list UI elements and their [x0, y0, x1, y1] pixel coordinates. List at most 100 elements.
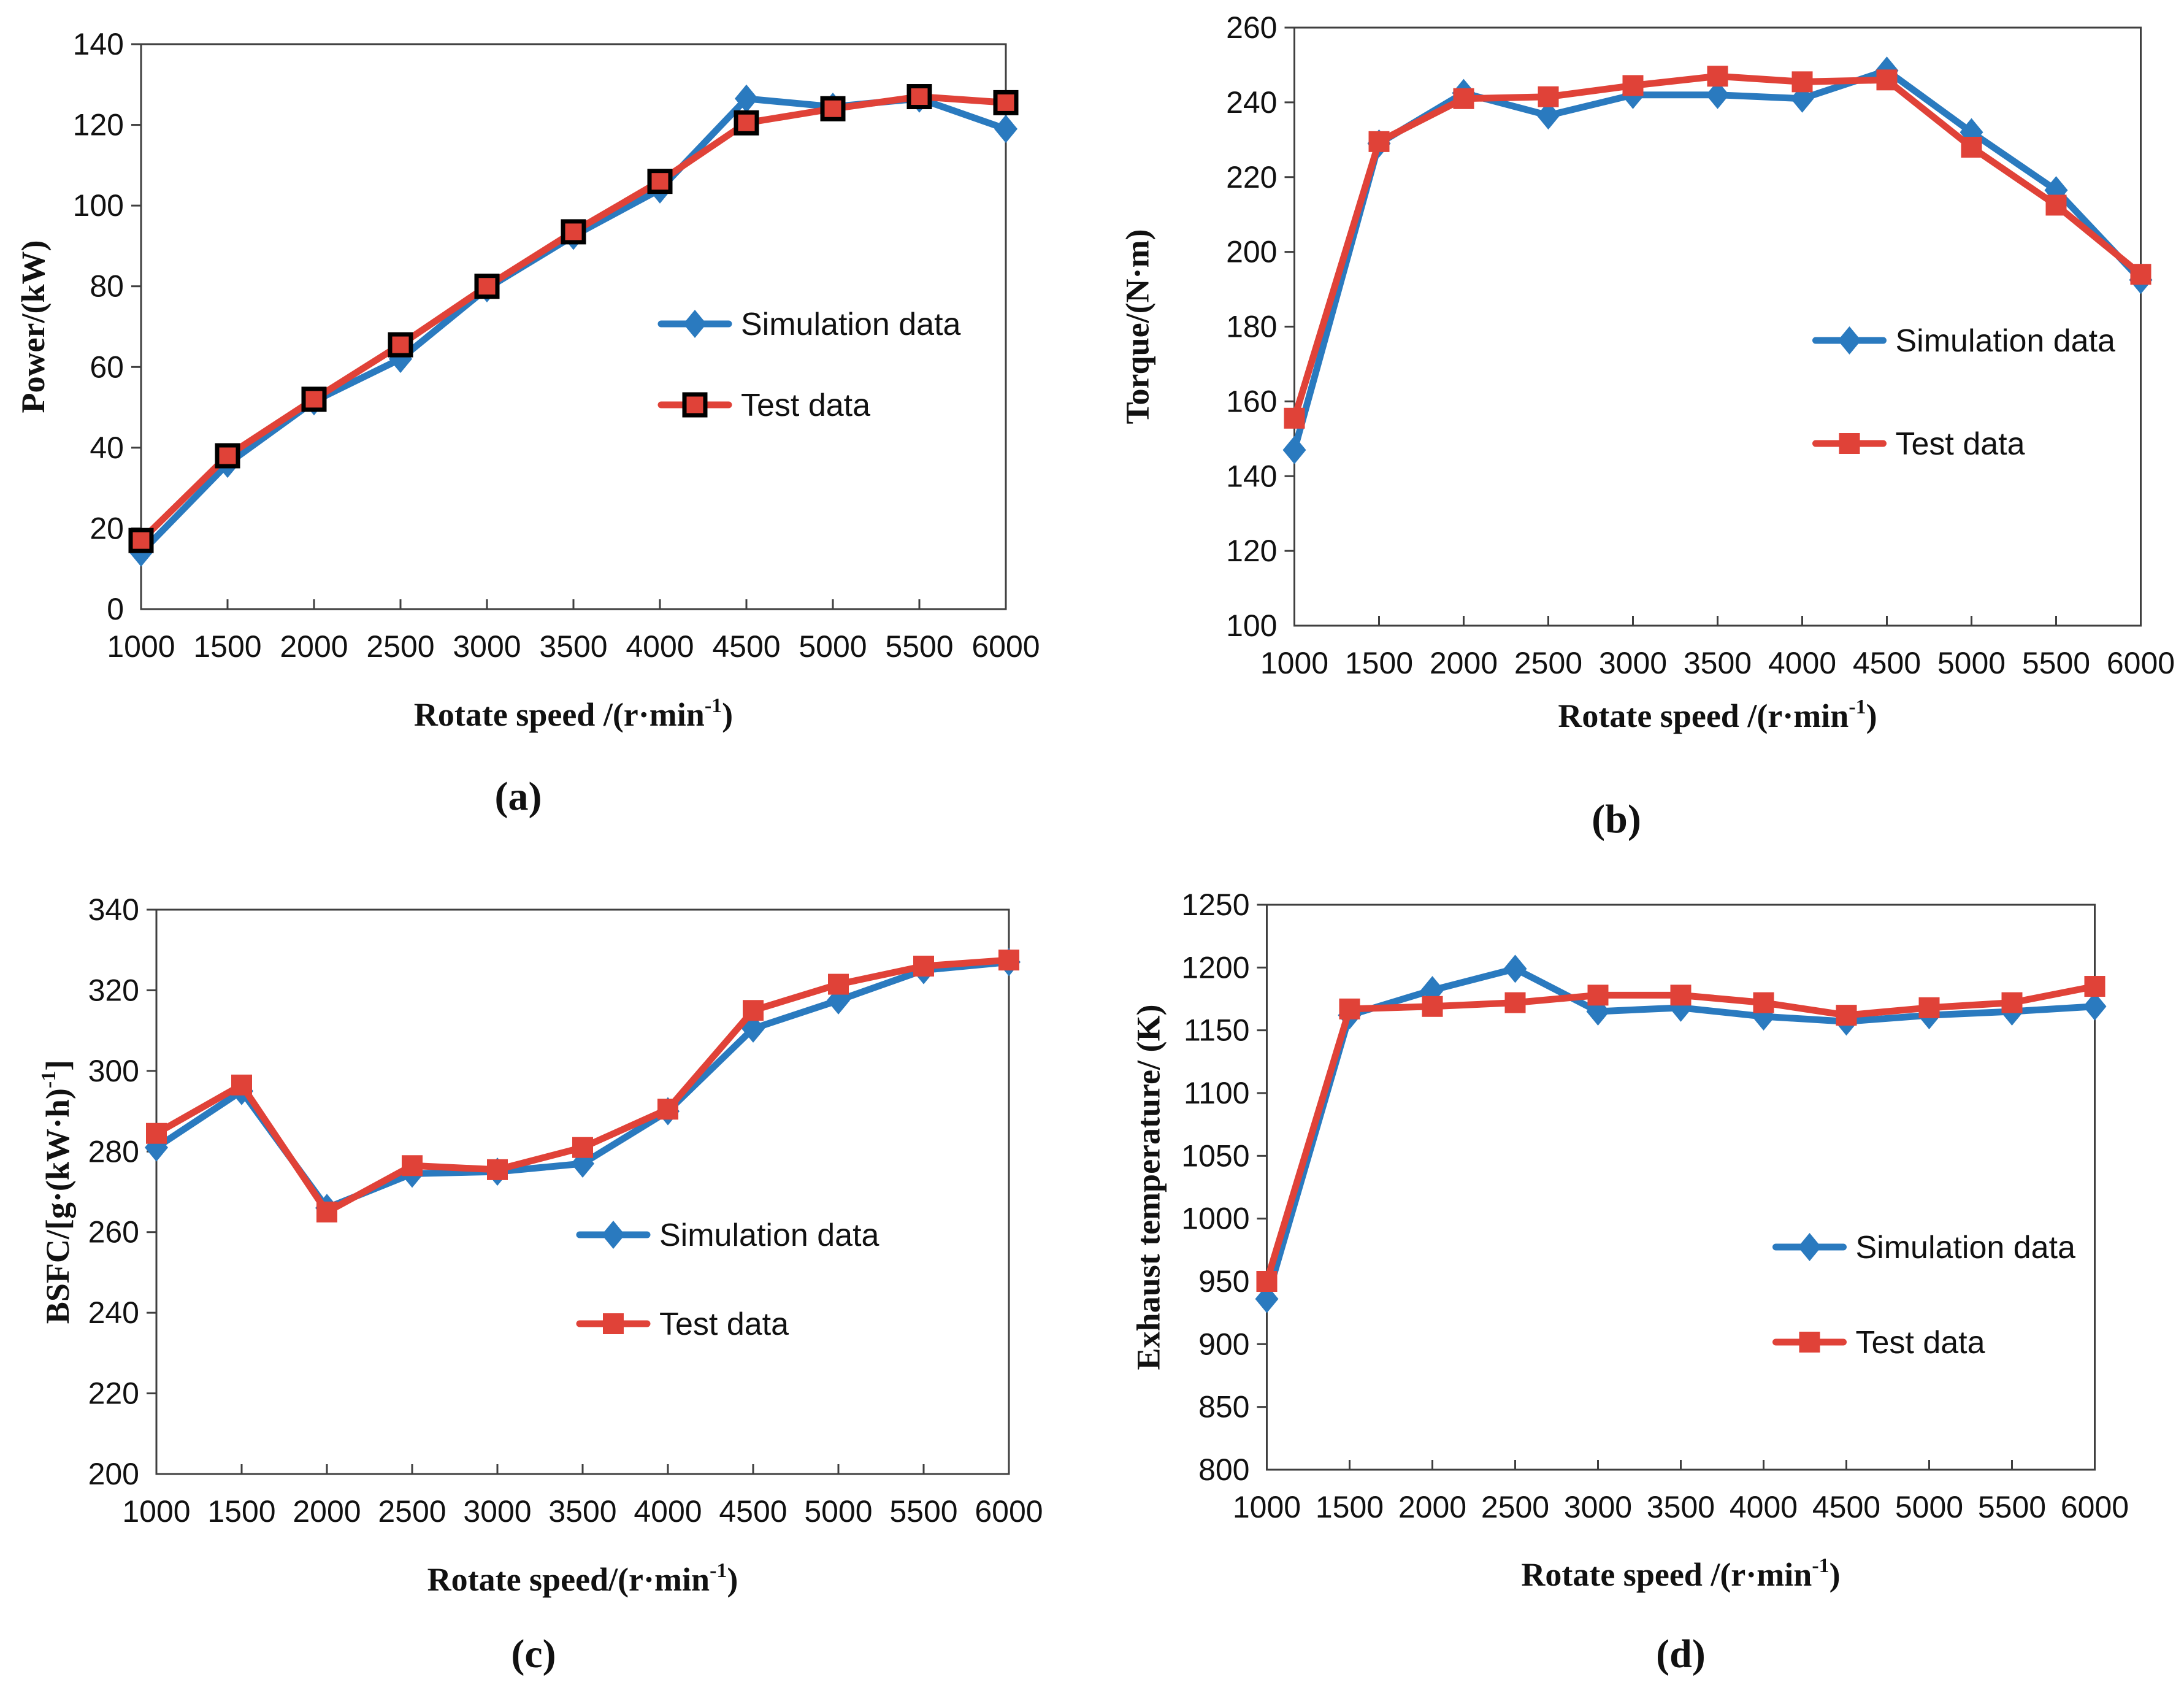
data-point-test	[820, 96, 846, 121]
data-point-test	[998, 950, 1019, 971]
x-axis-tick-label: 5000	[799, 629, 867, 664]
x-axis-tick-label: 5500	[885, 629, 953, 664]
x-axis-tick-label: 2000	[293, 1494, 361, 1529]
x-axis-tick-label: 4500	[719, 1494, 787, 1529]
y-axis: 100 120 140 160 180 200 220 240 260	[1226, 10, 1295, 643]
plot-area	[1293, 26, 2142, 627]
x-axis-tick-label: 2500	[366, 629, 434, 664]
y-axis-tick-label: 20	[90, 511, 124, 545]
legend-label-test: Test data	[741, 388, 870, 423]
x-axis-tick-label: 4000	[634, 1494, 702, 1529]
series-test	[1256, 976, 2105, 1292]
data-point-test	[1622, 75, 1644, 96]
y-axis-tick-label: 140	[73, 27, 124, 61]
x-axis-title: Rotate speed /(r·min-1)	[414, 694, 733, 733]
x-axis-tick-label: 3000	[1599, 646, 1667, 680]
x-axis: 1000 1500 2000 2500 3000 3500 4000 4500 5000 5500…	[1233, 1460, 2129, 1524]
x-axis-tick-label: 3000	[1564, 1490, 1632, 1524]
x-axis-tick-label: 6000	[2061, 1490, 2129, 1524]
x-axis: 1000 1500 2000 2500 3000 3500 4000 4500 5000 5500…	[122, 1464, 1043, 1529]
data-point-simulation	[735, 84, 758, 113]
y-axis-tick-label: 1250	[1181, 888, 1249, 922]
chart-d: 800 850 900 950 1000 1050 1100 1150 1200 1250 1000…	[1130, 888, 2129, 1676]
chart-panel-b: 100 120 140 160 180 200 220 240 260 1000 1500 2000 2…	[1092, 0, 2184, 842]
legend-item-test: Test data	[576, 1307, 789, 1342]
legend-item-simulation: Simulation data	[1772, 1230, 2075, 1265]
x-axis-tick-label: 5000	[1895, 1490, 1963, 1524]
data-point-test	[1422, 996, 1443, 1017]
x-axis-tick-label: 4500	[712, 629, 780, 664]
x-axis-tick-label: 4500	[1812, 1490, 1880, 1524]
legend: Simulation data Test data	[576, 1218, 879, 1342]
data-point-test	[913, 956, 934, 977]
y-axis-tick-label: 80	[90, 269, 124, 304]
legend: Simulation data Test data	[657, 307, 961, 423]
data-point-test	[734, 110, 759, 136]
data-point-test	[1538, 86, 1559, 107]
x-axis-tick-label: 1000	[122, 1494, 190, 1529]
x-axis-tick-label: 4000	[1768, 646, 1836, 680]
data-point-test	[474, 274, 500, 299]
series-test	[1284, 66, 2151, 429]
y-axis-tick-label: 260	[88, 1215, 139, 1249]
x-axis-tick-label: 2500	[1514, 646, 1582, 680]
data-point-simulation	[1503, 954, 1527, 983]
x-axis-tick-label: 3500	[548, 1494, 616, 1529]
chart-c: 200 220 240 260 280 300 320 340 1000 1500 2000 2500…	[37, 892, 1043, 1676]
data-point-test	[1256, 1271, 1278, 1292]
data-point-test	[301, 386, 327, 412]
data-point-simulation	[2083, 992, 2107, 1021]
y-axis-tick-label: 900	[1198, 1327, 1249, 1361]
series-test	[128, 84, 1019, 553]
legend-label-simulation: Simulation data	[1896, 323, 2116, 359]
data-point-test	[1453, 88, 1474, 109]
x-axis-tick-label: 6000	[975, 1494, 1043, 1529]
y-axis-tick-label: 300	[88, 1054, 139, 1088]
y-axis-tick-label: 140	[1226, 459, 1277, 493]
x-axis-tick-label: 6000	[971, 629, 1040, 664]
legend: Simulation data Test data	[1812, 323, 2116, 462]
y-axis-tick-label: 1050	[1181, 1138, 1249, 1173]
legend-label-simulation: Simulation data	[659, 1218, 879, 1253]
legend-item-simulation: Simulation data	[1812, 323, 2116, 359]
data-point-test	[2130, 264, 2151, 285]
x-axis-tick-label: 5500	[889, 1494, 957, 1529]
panel-letter-a: (a)	[495, 774, 542, 819]
x-axis-tick-label: 1500	[1316, 1490, 1384, 1524]
panel-letter-c: (c)	[511, 1632, 556, 1676]
y-axis: 800 850 900 950 1000 1050 1100 1150 1200 1250	[1181, 888, 1267, 1487]
panel-letter-b: (b)	[1592, 797, 1641, 842]
y-axis-tick-label: 240	[88, 1295, 139, 1330]
y-axis-tick-label: 850	[1198, 1390, 1249, 1424]
x-axis: 1000 1500 2000 2500 3000 3500 4000 4500 5000 5500…	[1260, 616, 2175, 680]
data-point-simulation	[994, 115, 1017, 144]
x-axis-tick-label: 4000	[626, 629, 694, 664]
data-point-test	[1339, 998, 1360, 1019]
legend-label-test: Test data	[659, 1307, 789, 1342]
y-axis-tick-label: 100	[1226, 608, 1277, 643]
y-axis-tick-label: 800	[1198, 1453, 1249, 1487]
series-test	[146, 950, 1019, 1222]
x-axis-tick-label: 3500	[1647, 1490, 1715, 1524]
x-axis-tick-label: 2500	[378, 1494, 446, 1529]
x-axis-tick-label: 1500	[193, 629, 261, 664]
data-point-test	[146, 1123, 167, 1144]
data-point-test	[1791, 71, 1813, 93]
x-axis-tick-label: 5000	[804, 1494, 872, 1529]
legend-marker-test	[1799, 1332, 1820, 1353]
data-point-test	[1961, 137, 1982, 158]
legend-marker-test	[603, 1313, 624, 1334]
y-axis-tick-label: 1150	[1184, 1013, 1250, 1048]
legend-marker-test	[682, 392, 708, 418]
data-point-test	[657, 1099, 678, 1120]
data-point-test	[906, 84, 932, 110]
x-axis-title: Rotate speed /(r·min-1)	[1558, 696, 1877, 734]
y-axis-tick-label: 0	[107, 592, 124, 626]
y-axis-tick-label: 120	[1226, 534, 1277, 568]
legend-marker-test	[1839, 433, 1860, 454]
legend-item-simulation: Simulation data	[657, 307, 961, 342]
legend-marker-simulation	[1837, 326, 1861, 355]
legend-label-test: Test data	[1896, 426, 2025, 462]
data-point-simulation	[1536, 101, 1560, 130]
